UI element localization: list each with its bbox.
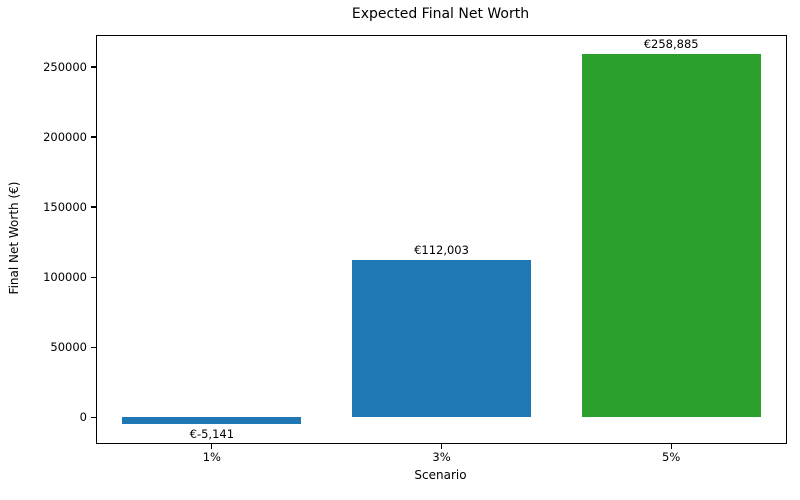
y-tick-mark [91,276,97,278]
x-tick-label: 1% [202,450,221,464]
x-tick-mark [440,443,443,449]
y-tick-label: 0 [79,410,87,425]
x-tick-mark [670,443,672,449]
x-axis-label: Scenario [414,468,467,482]
chart-title: Expected Final Net Worth [351,6,530,22]
y-tick-mark [91,206,97,208]
x-tick-label: 3% [432,450,451,464]
x-tick-label: 5% [662,450,681,464]
y-tick-label: 150000 [43,200,87,215]
y-tick-mark [91,416,97,418]
y-tick-mark [91,136,97,138]
bar-value-label: €112,003 [414,243,469,258]
y-tick-label: 50000 [50,340,87,355]
bar-1pct [122,417,302,425]
x-tick-mark [211,443,213,449]
y-tick-mark [91,346,97,348]
y-tick-label: 250000 [43,59,87,74]
bar-value-label: €-5,141 [189,426,235,441]
bar-3pct [351,260,532,418]
y-tick-mark [91,66,97,68]
bar-5pct [581,54,761,418]
y-tick-label: 100000 [43,270,87,285]
plot-area: 0 50000 100000 150000 200000 250000 1% €-5,141 3… [43,35,787,464]
bar-value-label: €258,885 [643,37,699,52]
y-tick-label: 200000 [43,130,87,145]
